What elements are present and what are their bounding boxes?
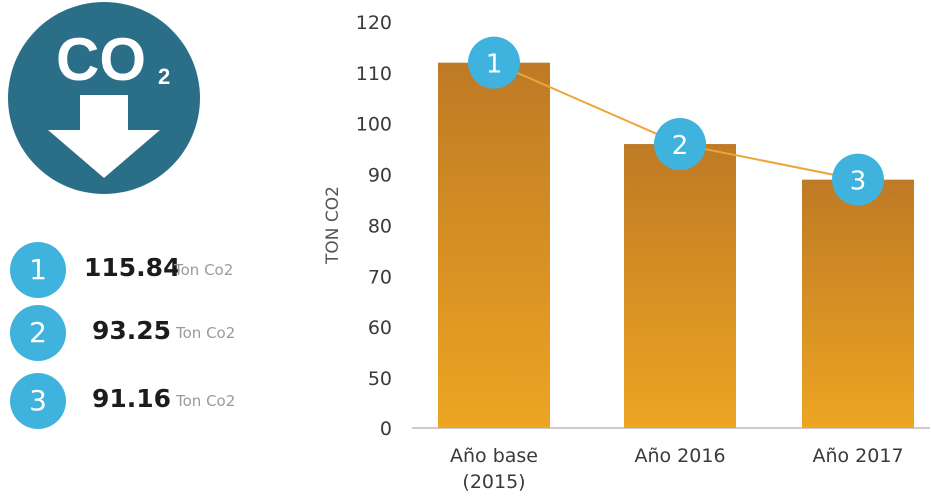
legend-unit-1: Ton Co2	[174, 261, 234, 279]
x-tick-label: (2015)	[462, 471, 525, 493]
y-tick-label: 50	[368, 368, 392, 390]
down-arrow-icon	[48, 95, 160, 178]
legend-badge-1: 1	[10, 242, 66, 298]
bar-2	[624, 144, 736, 429]
y-tick-label: 100	[356, 114, 392, 136]
legend-value-2: 93.25	[92, 316, 172, 345]
marker-label-1: 1	[486, 50, 503, 80]
y-tick-label: 70	[368, 266, 392, 288]
legend-item-3: 3 91.16 Ton Co2	[10, 373, 270, 429]
marker-circle-2	[654, 118, 706, 171]
y-tick-label: 120	[356, 12, 392, 34]
legend-item-2: 2 93.25 Ton Co2	[10, 305, 270, 361]
marker-circle-1	[468, 36, 520, 89]
y-tick-label: 60	[368, 317, 392, 339]
x-tick-label: Año 2016	[634, 445, 725, 467]
legend-item-1: 1 115.84 Ton Co2	[10, 242, 270, 298]
bar-3	[802, 179, 914, 428]
marker-label-2: 2	[672, 131, 689, 161]
legend-value-3: 91.16	[92, 384, 172, 413]
y-axis-label: TON CO2	[323, 186, 343, 265]
legend-badge-2: 2	[10, 305, 66, 361]
legend-unit-3: Ton Co2	[176, 392, 236, 410]
co2-logo-subscript: 2	[158, 64, 170, 89]
axis-layer: 0 50 60 70 80 90 100 110 120 TON CO2 Año base (2015…	[323, 12, 930, 493]
co2-logo-text: CO	[56, 26, 146, 93]
legend-badge-3: 3	[10, 373, 66, 429]
x-tick-label: Año base	[450, 445, 538, 467]
co2-logo: CO 2	[8, 2, 200, 194]
legend-value-1: 115.84	[84, 253, 181, 282]
bar-layer	[438, 62, 914, 429]
bar-1	[438, 62, 550, 428]
y-tick-label: 0	[380, 418, 392, 440]
legend-unit-2: Ton Co2	[176, 324, 236, 342]
marker-circle-3	[832, 153, 884, 206]
x-tick-label: Año 2017	[812, 445, 903, 467]
marker-label-3: 3	[850, 167, 867, 197]
y-tick-label: 110	[356, 63, 392, 85]
y-tick-label: 80	[368, 215, 392, 237]
marker-layer: 1 2 3	[468, 36, 884, 206]
y-tick-label: 90	[368, 165, 392, 187]
